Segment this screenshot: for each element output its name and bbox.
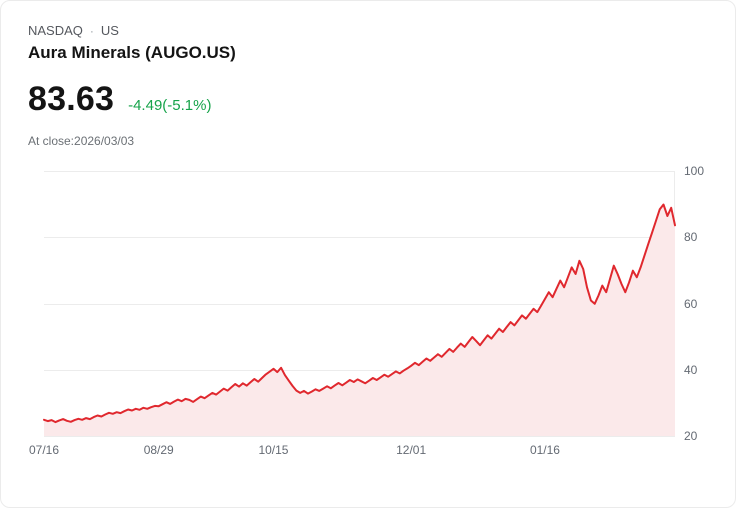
area-fill [44, 204, 675, 436]
region-label: US [100, 23, 119, 38]
quote-header: NASDAQ · US Aura Minerals (AUGO.US) 83.6… [1, 1, 735, 148]
y-axis: 20 40 60 80 100 [675, 164, 735, 443]
x-axis-label: 10/15 [258, 443, 289, 457]
x-axis-label: 07/16 [28, 443, 60, 457]
x-axis: 07/16 08/29 10/15 12/01 01/16 [29, 443, 675, 463]
y-axis-label: 20 [684, 429, 698, 443]
close-time-label: At close:2026/03/03 [28, 134, 135, 148]
price-row: 83.63 -4.49(-5.1%) [28, 80, 707, 119]
price-value: 83.63 [28, 80, 115, 118]
exchange-label: NASDAQ [28, 23, 83, 38]
y-axis-label: 60 [684, 296, 698, 311]
price-line [43, 203, 676, 424]
y-axis-label: 40 [684, 362, 698, 377]
x-axis-label: 12/01 [396, 443, 427, 457]
price-change: -4.49(-5.1%) [128, 97, 212, 114]
stock-title: Aura Minerals (AUGO.US) [28, 43, 236, 62]
x-axis-label: 08/29 [143, 443, 174, 457]
exchange-row: NASDAQ · US [28, 23, 707, 38]
price-chart-plot [43, 171, 676, 437]
price-chart: 20 40 60 80 100 [43, 164, 735, 443]
y-axis-label: 80 [684, 230, 698, 245]
y-axis-label: 100 [684, 164, 705, 178]
separator-dot: · [89, 23, 94, 38]
x-axis-label: 01/16 [529, 443, 560, 457]
price-chart-svg [43, 171, 676, 437]
